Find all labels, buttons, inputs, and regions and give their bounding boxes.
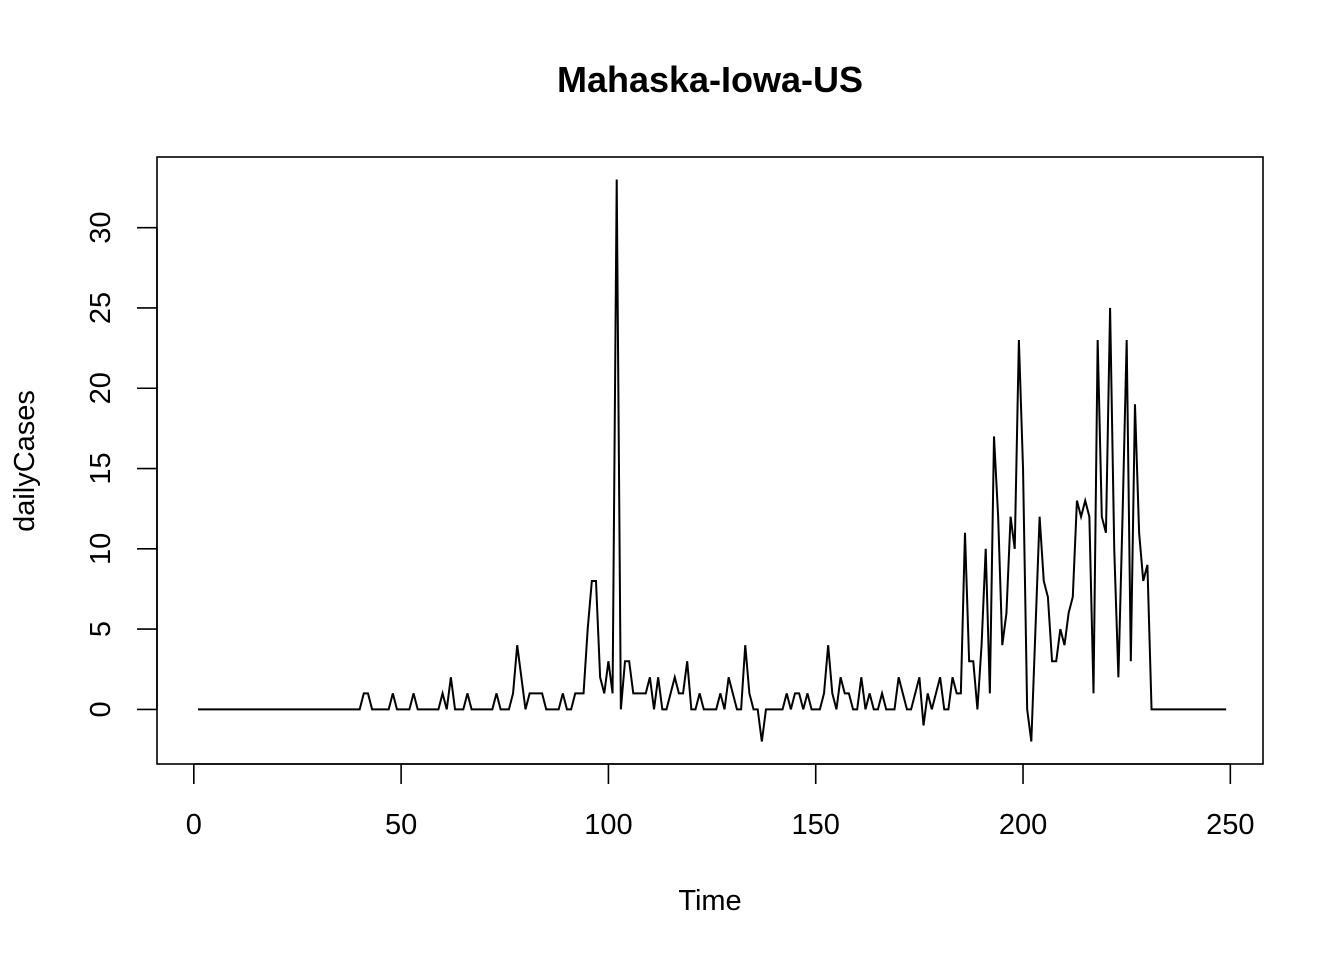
x-axis-label: Time	[678, 885, 741, 917]
y-tick-label: 30	[85, 212, 117, 244]
y-tick-label: 10	[85, 533, 117, 565]
x-tick-label: 200	[999, 809, 1047, 841]
y-tick-label: 0	[85, 701, 117, 717]
y-tick-label: 20	[85, 372, 117, 404]
x-axis: 0 50 100 150 200 250	[186, 763, 1255, 841]
x-tick-label: 50	[385, 809, 417, 841]
y-tick-label: 5	[85, 621, 117, 637]
x-tick-label: 150	[792, 809, 840, 841]
x-tick-label: 250	[1206, 809, 1254, 841]
chart-title: Mahaska-Iowa-US	[557, 59, 863, 100]
y-tick-label: 25	[85, 292, 117, 324]
y-axis: 0 5 10 15 20 25 30	[85, 212, 158, 717]
x-tick-label: 0	[186, 809, 202, 841]
y-tick-label: 15	[85, 452, 117, 484]
series-layer	[197, 179, 1227, 742]
y-axis-label: dailyCases	[9, 390, 41, 532]
series-line	[197, 179, 1227, 742]
x-tick-label: 100	[584, 809, 632, 841]
